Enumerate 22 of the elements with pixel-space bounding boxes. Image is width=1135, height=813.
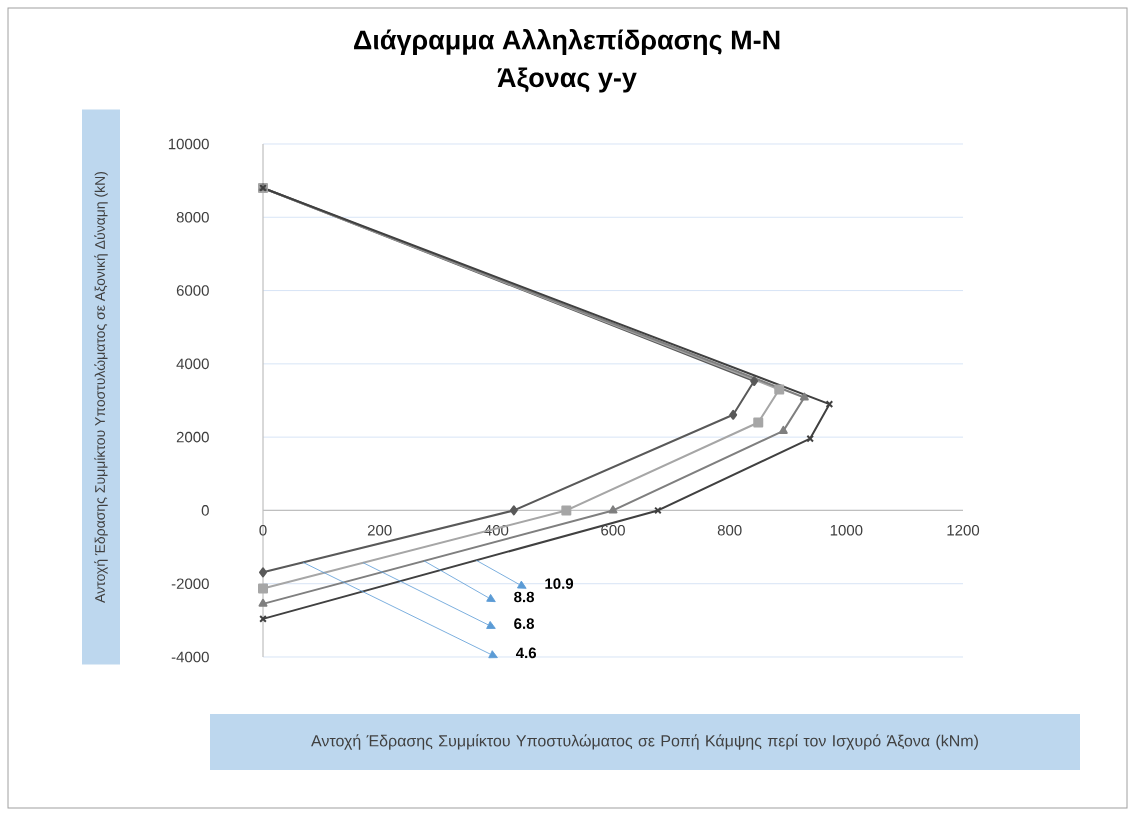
- x-tick-label: 600: [601, 524, 625, 536]
- chart-title: Διάγραμμα Αλληλεπίδρασης Μ-Ν: [354, 29, 780, 55]
- annotation: 8.8: [514, 591, 535, 603]
- y-tick-label: 0: [201, 505, 209, 516]
- x-tick-label: 1000: [830, 524, 863, 536]
- x-tick-label: 0: [259, 524, 267, 536]
- y-tick-label: 6000: [176, 285, 209, 296]
- y-tick-label: -4000: [171, 651, 209, 663]
- annotation: 4.6: [515, 647, 537, 659]
- y-tick-label: 2000: [176, 431, 209, 443]
- x-tick-label: 1200: [947, 524, 980, 536]
- y-tick-label: 8000: [176, 211, 209, 223]
- annotation: 10.9: [545, 578, 574, 589]
- x-axis-title: Αντοχή Έδρασης Συμμίκτου Υποστυλώματος σε Ροπή Κάμψης περί τον Ισχυρό Άξονα (kNm): [311, 734, 978, 750]
- annotation: 6.8: [514, 618, 535, 629]
- y-tick-label: -2000: [171, 578, 209, 589]
- y-tick-label: 10000: [168, 138, 209, 150]
- x-tick-label: 200: [367, 524, 392, 536]
- y-tick-label: 4000: [176, 358, 209, 370]
- chart-subtitle: Άξονας y-y: [497, 67, 637, 93]
- x-tick-label: 800: [717, 524, 742, 536]
- y-axis-title: Αντοχή Έδρασης Συμμίκτου Υποστυλώματος σε Αξονική Δύναμη (kN): [94, 171, 108, 603]
